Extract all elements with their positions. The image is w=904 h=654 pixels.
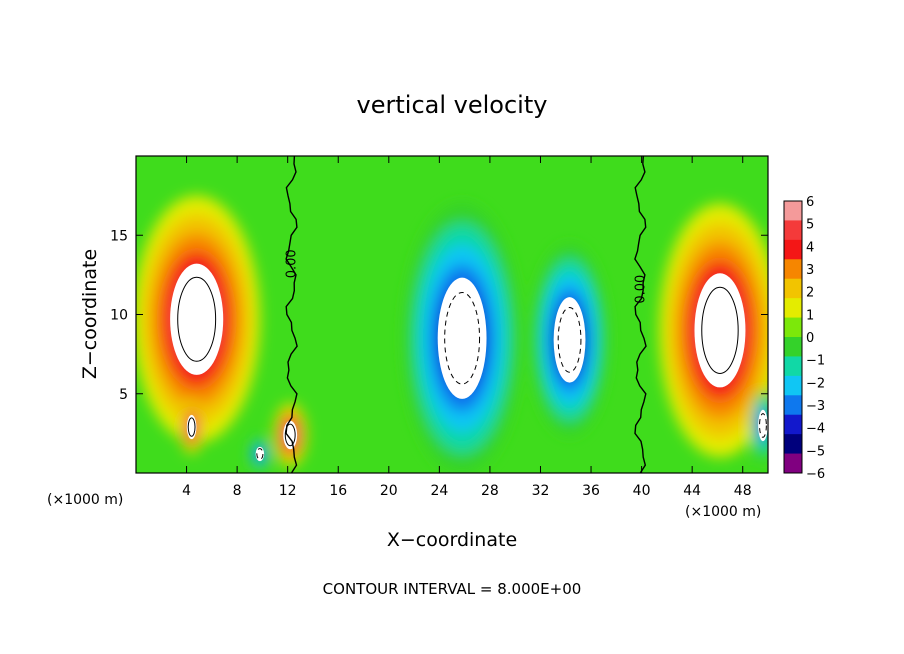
contour-downdraft [557,307,582,373]
colorbar-swatch [784,414,802,435]
colorbar-swatch [784,453,802,474]
x-tick-label: 8 [233,483,242,499]
colorbar-label: 3 [806,263,814,278]
colorbar-label: 2 [806,286,814,301]
contour-label: 0.00 [633,275,648,304]
colorbar-swatch [784,434,802,455]
plot-area [136,156,768,473]
saturated-core-downdraft [553,297,586,383]
x-unit-right: (×1000 m) [685,504,761,520]
chart-title: vertical velocity [357,91,548,119]
colorbar-label: 5 [806,218,814,233]
x-tick-label: 28 [481,483,499,499]
colorbar-label: −6 [806,467,825,482]
field-cores [170,263,768,462]
colorbar-label: 0 [806,331,814,346]
x-axis-label: X−coordinate [387,529,517,551]
colorbar-label: −3 [806,399,825,414]
colorbar: 6 5 4 3 2 1 0 −1 −2 −3 −4 −5 −6 [783,195,825,482]
colorbar-frame [783,200,803,474]
x-tick-label: 4 [182,483,191,499]
x-axis: 4 8 12 16 20 24 28 32 36 40 44 48 [182,156,752,499]
zero-contour-line [634,156,647,473]
colorbar-swatch [784,278,802,299]
contour-downdraft [256,448,264,460]
x-tick-label: 12 [279,483,297,499]
colorbar-swatch [784,239,802,260]
x-tick-label: 20 [380,483,398,499]
x-tick-label: 48 [734,483,752,499]
contour-label: 0.00 [284,249,299,278]
x-unit-left: (×1000 m) [47,492,123,508]
saturated-core-updraft [694,273,746,388]
contour-lines [285,156,647,473]
y-tick-label: 10 [110,308,128,324]
colorbar-label: −5 [806,444,825,459]
colorbar-label: −2 [806,376,825,391]
x-tick-label: 32 [532,483,550,499]
x-tick-label: 16 [329,483,347,499]
colorbar-label: 1 [806,308,814,323]
y-axis-label: Z−coordinate [79,249,101,379]
contour-downdraft [759,413,767,438]
colorbar-label: 4 [806,240,814,255]
colorbar-swatch [784,298,802,319]
contour-interval-note: CONTOUR INTERVAL = 8.000E+00 [323,580,582,598]
contour-downdraft [444,291,481,385]
y-axis: 5 10 15 [110,228,768,403]
contour-updraft [284,423,296,447]
contour-updraft [187,417,196,437]
contour-updraft [701,286,739,374]
y-tick-label: 15 [110,228,128,244]
x-tick-label: 44 [683,483,701,499]
contour-labels: 0.00 0.00 [284,249,648,303]
colorbar-swatch [784,259,802,280]
y-tick-label: 5 [119,387,128,403]
contour-updraft [177,276,217,362]
x-tick-label: 24 [430,483,448,499]
colorbar-label: −1 [806,354,825,369]
saturated-core-updraft [170,263,224,375]
colorbar-swatch [784,395,802,416]
colorbar-swatch [784,201,802,221]
colorbar-label: 6 [806,195,814,210]
x-tick-label: 36 [582,483,600,499]
colorbar-swatch [784,220,802,241]
saturated-core-downdraft [437,277,487,399]
zero-contour-line [285,156,298,473]
colorbar-swatch [784,356,802,377]
saturated-core-downdraft [758,409,768,442]
colorbar-swatch [784,337,802,357]
colorbar-swatch [784,317,802,338]
colorbar-label: −4 [806,422,825,437]
colorbar-swatch [784,375,802,396]
x-tick-label: 40 [633,483,651,499]
